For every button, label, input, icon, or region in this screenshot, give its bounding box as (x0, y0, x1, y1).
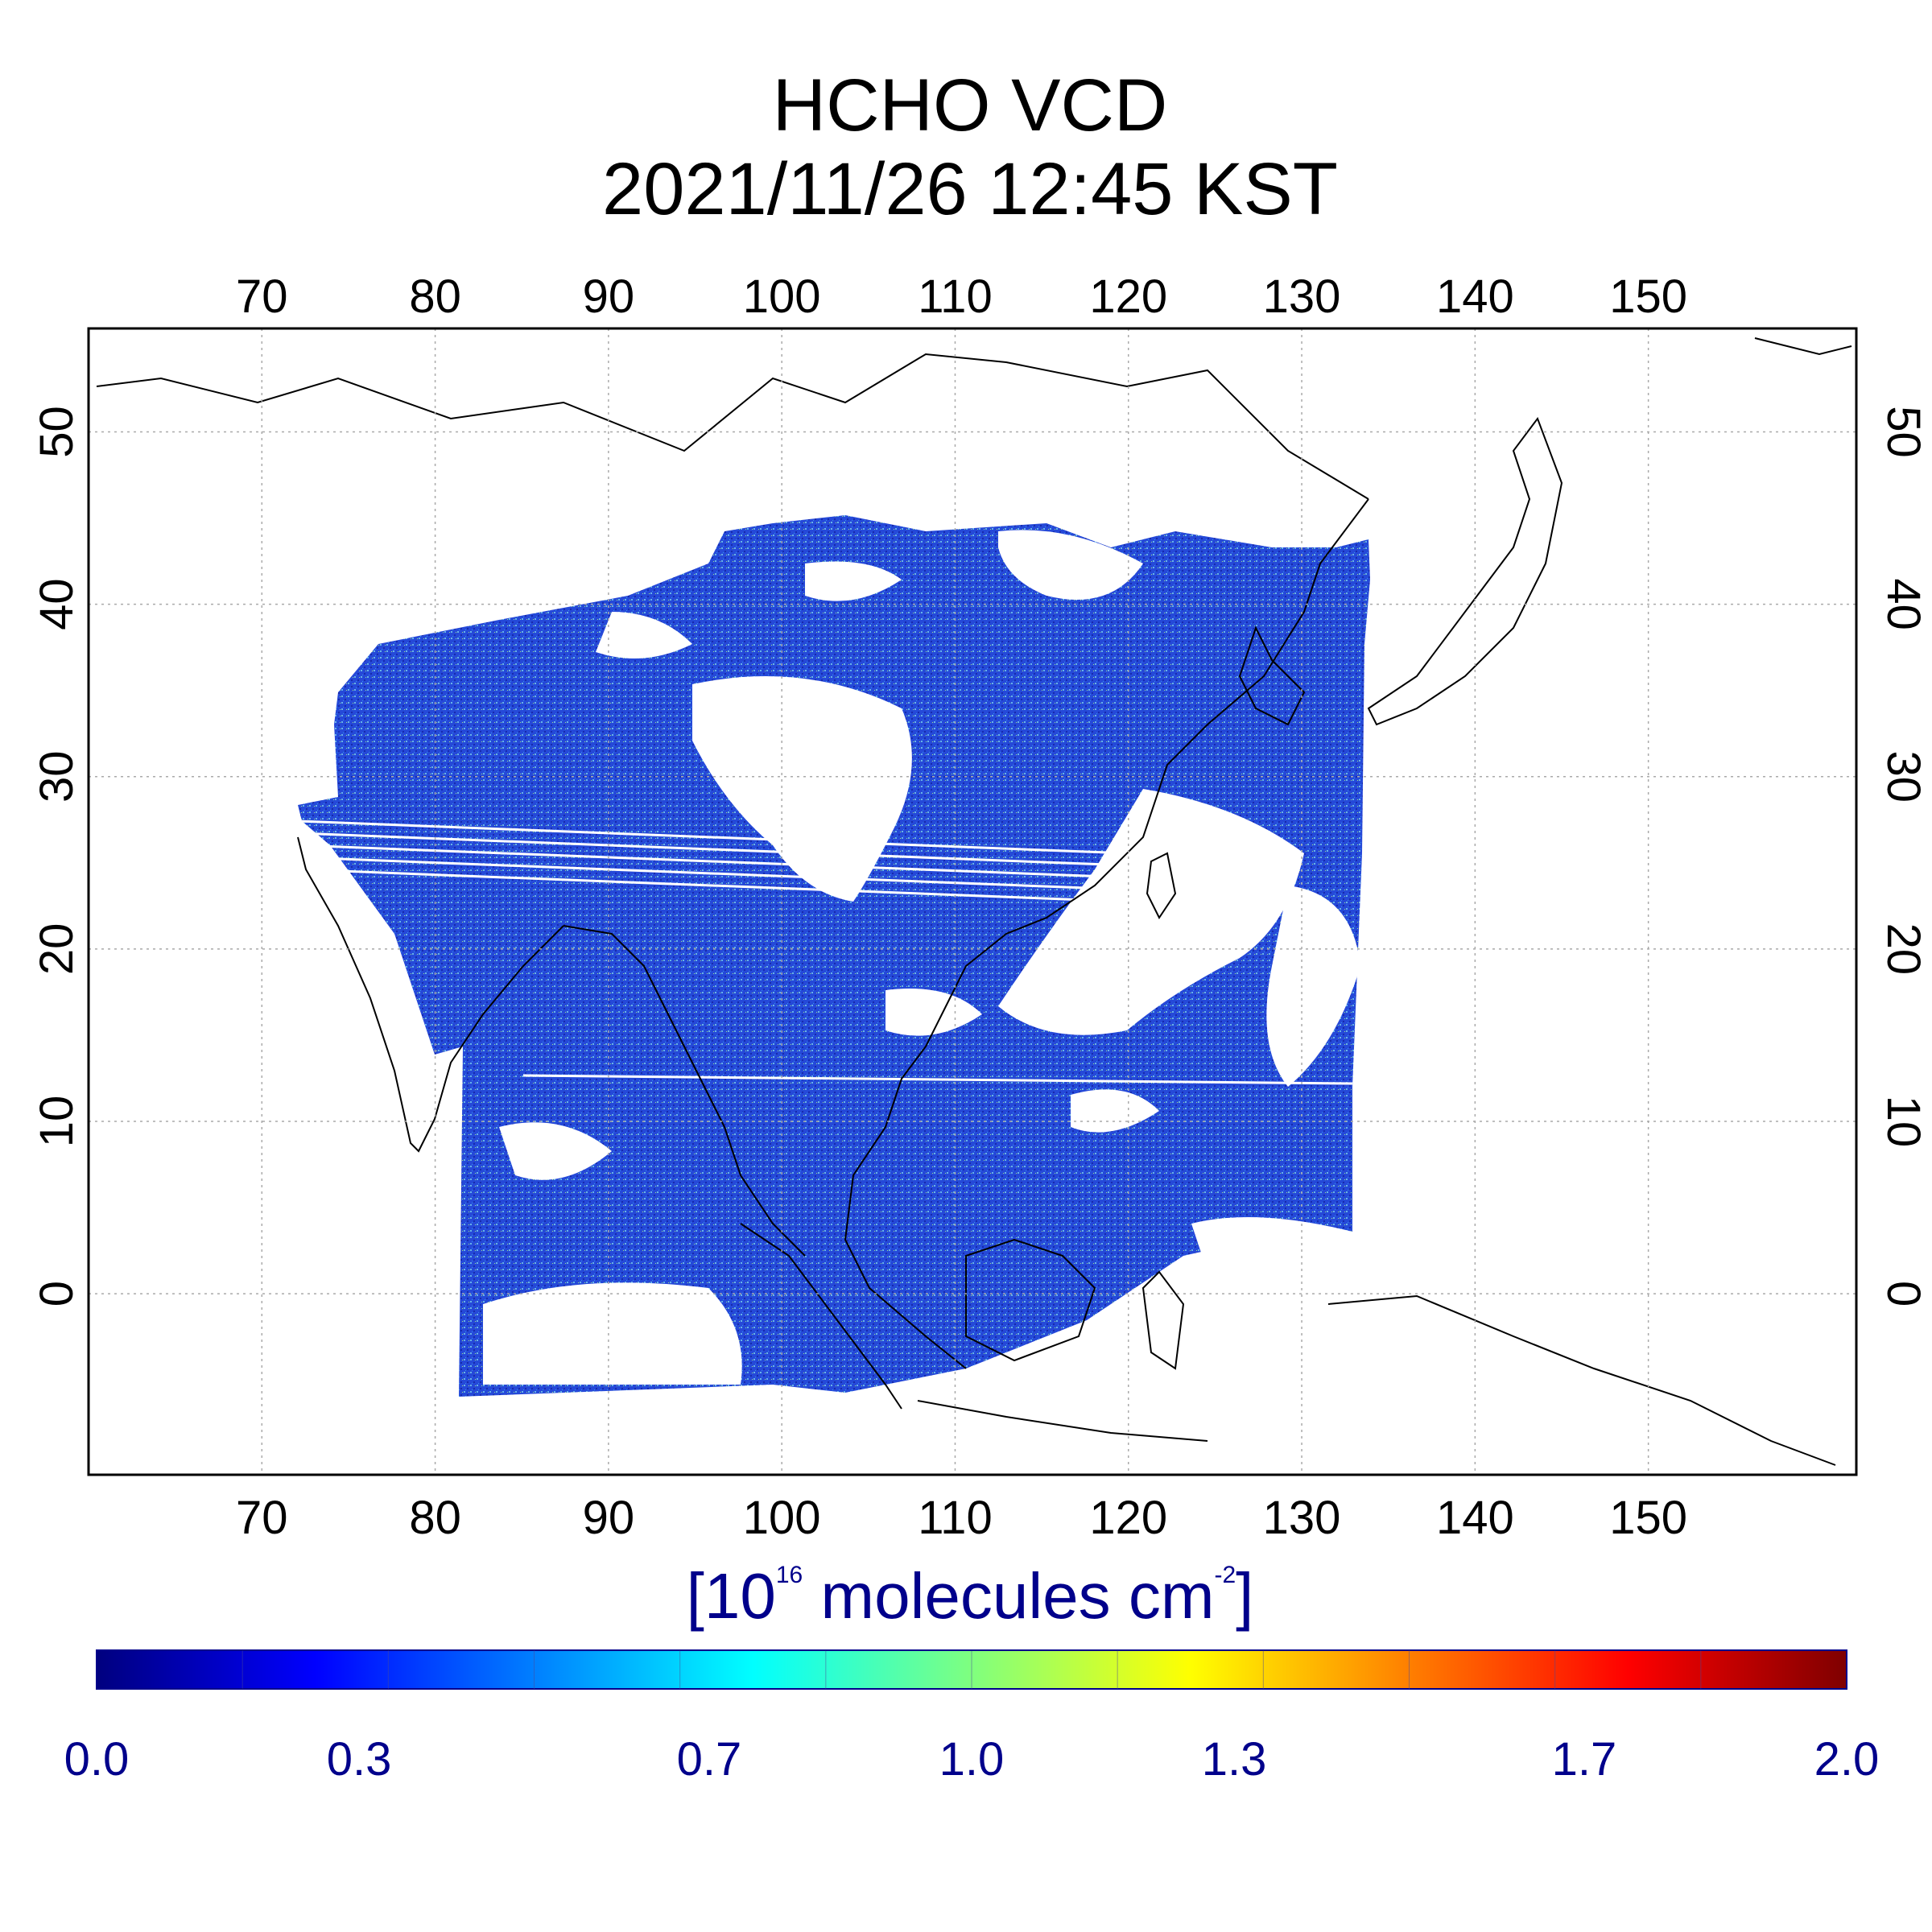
cloud-gaps (483, 530, 1360, 1385)
lon-tick-bottom-label: 140 (1436, 1492, 1514, 1544)
colorbar-dividers (242, 1650, 1702, 1689)
colorbar-tick-label: 0.7 (677, 1733, 742, 1785)
lon-tick-top-label: 100 (743, 270, 821, 323)
longitude-ticks-bottom: 70 80 90 100 110 120 130 140 150 (236, 1492, 1687, 1544)
lon-tick-top-label: 70 (236, 270, 288, 323)
lon-tick-top-label: 130 (1263, 270, 1341, 323)
colorbar-unit-label: [1016 molecules cm-2] (687, 1560, 1254, 1632)
colorbar-tick-labels: 0.0 0.3 0.7 1.0 1.3 1.7 2.0 (64, 1733, 1880, 1785)
lat-tick-left-label: 20 (31, 923, 83, 976)
unit-open: [10 (687, 1560, 776, 1632)
lat-tick-left-label: 40 (31, 578, 83, 630)
lon-tick-top-label: 120 (1089, 270, 1167, 323)
unit-exponent-2: -2 (1214, 1562, 1236, 1588)
lat-tick-right-label: 0 (1877, 1281, 1930, 1307)
chart-title: HCHO VCD (773, 64, 1168, 147)
lon-tick-top-label: 80 (409, 270, 461, 323)
lat-tick-right-label: 50 (1877, 406, 1930, 458)
lon-tick-top-label: 90 (583, 270, 635, 323)
unit-text: molecules cm (803, 1560, 1214, 1632)
lon-tick-bottom-label: 110 (918, 1492, 992, 1544)
colorbar-tick-label: 0.3 (327, 1733, 392, 1785)
lat-tick-left-label: 50 (31, 406, 83, 458)
lon-tick-bottom-label: 130 (1263, 1492, 1341, 1544)
lat-tick-right-label: 20 (1877, 923, 1930, 976)
map-frame (87, 327, 1858, 1476)
lon-tick-bottom-label: 90 (583, 1492, 635, 1544)
chart-subtitle-timestamp: 2021/11/26 12:45 KST (602, 148, 1338, 230)
lon-tick-bottom-label: 70 (236, 1492, 288, 1544)
graticule (89, 328, 1856, 1475)
lon-tick-bottom-label: 100 (743, 1492, 821, 1544)
lon-tick-top-label: 150 (1609, 270, 1687, 323)
colorbar-tick-label: 1.7 (1552, 1733, 1617, 1785)
colorbar-tick-label: 1.3 (1202, 1733, 1267, 1785)
lat-tick-left-label: 10 (31, 1096, 83, 1148)
latitude-ticks-right: 50 40 30 20 10 0 (1877, 406, 1930, 1307)
latitude-ticks-left: 50 40 30 20 10 0 (31, 406, 83, 1307)
lon-tick-bottom-label: 80 (409, 1492, 461, 1544)
longitude-ticks-top: 70 80 90 100 110 120 130 140 150 (236, 270, 1687, 323)
colorbar-tick-label: 1.0 (939, 1733, 1005, 1785)
lat-tick-left-label: 30 (31, 750, 83, 803)
lon-tick-top-label: 140 (1436, 270, 1514, 323)
lat-tick-right-label: 30 (1877, 750, 1930, 803)
lon-tick-top-label: 110 (918, 270, 992, 323)
colorbar-tick-label: 0.0 (64, 1733, 130, 1785)
lat-tick-left-label: 0 (31, 1281, 83, 1307)
unit-exponent: 16 (776, 1562, 803, 1588)
unit-close: ] (1236, 1560, 1253, 1632)
lat-tick-right-label: 40 (1877, 578, 1930, 630)
swath-gap-lines (297, 819, 1353, 1085)
lon-tick-bottom-label: 120 (1089, 1492, 1167, 1544)
map-data-layer (89, 328, 1856, 1475)
coastlines (96, 337, 1852, 1466)
lon-tick-bottom-label: 150 (1609, 1492, 1687, 1544)
colorbar-tick-label: 2.0 (1814, 1733, 1880, 1785)
lat-tick-right-label: 10 (1877, 1096, 1930, 1148)
